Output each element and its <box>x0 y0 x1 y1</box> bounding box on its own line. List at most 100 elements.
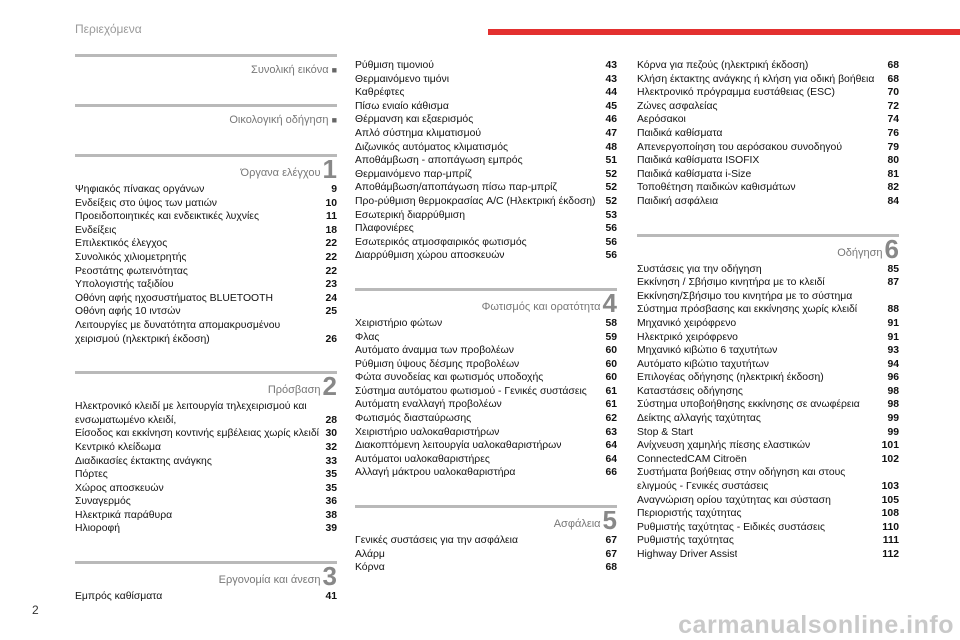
entry-page: 33 <box>325 455 337 467</box>
section-heading: Όργανα ελέγχου1 <box>75 154 337 182</box>
page-number: 2 <box>32 603 39 617</box>
toc-entry: Πόρτες 35 <box>75 468 337 482</box>
entry-line: Αλλαγή μάκτρου υαλοκαθαριστήρα 66 <box>355 466 617 480</box>
entry-text: Εκκίνηση/Σβήσιμο του κινητήρα με το σύστ… <box>637 290 853 302</box>
entry-line: Φωτισμός διασταύρωσης 62 <box>355 412 617 426</box>
toc-entry: Είσοδος και εκκίνηση κοντινής εμβέλειας … <box>75 427 337 441</box>
entry-line: Ηλεκτρικό χειρόφρενο 91 <box>637 331 899 345</box>
entry-page: 105 <box>881 494 899 506</box>
entry-line: Πλαφονιέρες 56 <box>355 222 617 236</box>
entry-line: ελιγμούς - Γενικές συστάσεις 103 <box>637 480 899 494</box>
entry-line: Θέρμανση και εξαερισμός 46 <box>355 113 617 127</box>
entry-line: Λειτουργίες με δυνατότητα απομακρυσμένου <box>75 319 337 333</box>
entry-page: 64 <box>605 440 617 452</box>
toc-entry: Ηλεκτρονικό κλειδί με λειτουργία τηλεχει… <box>75 400 337 427</box>
entry-text: Προ-ρύθμιση θερμοκρασίας A/C (Ηλεκτρική … <box>355 195 596 207</box>
entry-text: Χειριστήριο φώτων <box>355 317 443 329</box>
entry-line: Κόρνα 68 <box>355 561 617 575</box>
toc-entry: Επιλογέας οδήγησης (ηλεκτρική έκδοση) 96 <box>637 371 899 385</box>
entry-page: 24 <box>325 292 337 304</box>
entry-line: Αναγνώριση ορίου ταχύτητας και σύσταση 10… <box>637 494 899 508</box>
watermark: carmanualsonline.info <box>678 611 954 639</box>
entry-page: 88 <box>887 304 899 316</box>
entry-page: 74 <box>887 114 899 126</box>
entry-text: Περιοριστής ταχύτητας <box>637 508 742 520</box>
entry-page: 94 <box>887 358 899 370</box>
toc-entry: Αποθάμβωση - αποπάγωση εμπρός 51 <box>355 154 617 168</box>
entry-line: Ηλεκτρικά παράθυρα 38 <box>75 509 337 523</box>
toc-entry: Αυτόματο κιβώτιο ταχυτήτων 94 <box>637 358 899 372</box>
toc-entry: Πίσω ενιαίο κάθισμα 45 <box>355 100 617 114</box>
entry-line: Καταστάσεις οδήγησης 98 <box>637 385 899 399</box>
toc-entry: Κεντρικό κλείδωμα 32 <box>75 441 337 455</box>
section-heading: Οδήγηση6 <box>637 233 899 262</box>
section-heading: Συνολική εικόνα ■ <box>75 54 337 79</box>
toc-entry: Ενδείξεις 18 <box>75 224 337 238</box>
toc-entry: Επιλεκτικός έλεγχος 22 <box>75 237 337 251</box>
entry-line: Συστήματα βοήθειας στην οδήγηση και στου… <box>637 466 899 480</box>
entry-page: 48 <box>605 141 617 153</box>
entry-text: Καθρέφτες <box>355 87 405 99</box>
toc-entry: Παιδικά καθίσματα ISOFIX 80 <box>637 154 899 168</box>
entry-page: 32 <box>325 441 337 453</box>
entry-line: Ρύθμιση ύψους δέσμης προβολέων 60 <box>355 358 617 372</box>
entry-text: Διαδικασίες έκτακτης ανάγκης <box>75 455 212 467</box>
entry-line: Απλό σύστημα κλιματισμού 47 <box>355 127 617 141</box>
entry-text: Οθόνη αφής ηχοσυστήματος BLUETOOTH <box>75 292 273 304</box>
entry-line: Σύστημα υποβοήθησης εκκίνησης σε ανωφέρε… <box>637 398 899 412</box>
entry-page: 22 <box>325 251 337 263</box>
entry-line: Ρεοστάτης φωτεινότητας 22 <box>75 265 337 279</box>
entry-text: Ενδείξεις <box>75 224 117 236</box>
entry-page: 98 <box>887 385 899 397</box>
toc-entry: Φλας 59 <box>355 331 617 345</box>
entry-text: Πόρτες <box>75 469 108 481</box>
entry-text: Ανίχνευση χαμηλής πίεσης ελαστικών <box>637 440 811 452</box>
entry-text: Αυτόματο κιβώτιο ταχυτήτων <box>637 358 769 370</box>
entry-line: Οθόνη αφής ηχοσυστήματος BLUETOOTH 24 <box>75 292 337 306</box>
entry-text: Επιλογέας οδήγησης (ηλεκτρική έκδοση) <box>637 372 824 384</box>
entry-line: Ανίχνευση χαμηλής πίεσης ελαστικών 101 <box>637 439 899 453</box>
entry-page: 64 <box>605 453 617 465</box>
entry-page: 22 <box>325 238 337 250</box>
section-marker: ■ <box>331 65 337 75</box>
entry-page: 56 <box>605 223 617 235</box>
toc-entry: Θερμαινόμενο παρ-μπρίζ 52 <box>355 168 617 182</box>
entry-line: Διαρρύθμιση χώρου αποσκευών 56 <box>355 249 617 263</box>
toc-entry: Ενδείξεις στο ύψος των ματιών 10 <box>75 197 337 211</box>
section-heading: Οικολογική οδήγηση ■ <box>75 104 337 129</box>
entry-line: Εσωτερική διαρρύθμιση 53 <box>355 209 617 223</box>
entry-text: Αποθάμβωση/αποπάγωση πίσω παρ-μπρίζ <box>355 182 557 194</box>
entry-text: Φωτισμός διασταύρωσης <box>355 413 472 425</box>
entry-line: Οθόνη αφής 10 ιντσών 25 <box>75 305 337 319</box>
entry-text: Ηλεκτρικά παράθυρα <box>75 509 173 521</box>
entry-text: Εσωτερική διαρρύθμιση <box>355 209 465 221</box>
section-heading: Φωτισμός και ορατότητα4 <box>355 287 617 316</box>
toc-entry: Διζωνικός αυτόματος κλιματισμός 48 <box>355 141 617 155</box>
entry-page: 45 <box>605 100 617 112</box>
entry-text: Θερμαινόμενο τιμόνι <box>355 73 450 85</box>
toc-entry: Κόρνα για πεζούς (ηλεκτρική έκδοση) 68 <box>637 59 899 73</box>
entry-text: Σύστημα αυτόματου φωτισμού - Γενικές συσ… <box>355 385 587 397</box>
toc-entry: Ηλεκτρονικό πρόγραμμα ευστάθειας (ESC) 70 <box>637 86 899 100</box>
toc-entry: Αερόσακοι 74 <box>637 113 899 127</box>
entry-text: Κεντρικό κλείδωμα <box>75 441 162 453</box>
toc-entry: Ρύθμιση ύψους δέσμης προβολέων 60 <box>355 358 617 372</box>
entry-page: 41 <box>325 591 337 603</box>
entry-line: Χειριστήριο υαλοκαθαριστήρων 63 <box>355 426 617 440</box>
entry-text: Οθόνη αφής 10 ιντσών <box>75 306 181 318</box>
entry-text: Συνολικός χιλιομετρητής <box>75 251 187 263</box>
entry-page: 87 <box>887 277 899 289</box>
entry-line: Ρύθμιση τιμονιού 43 <box>355 59 617 73</box>
entry-line: Stop & Start 99 <box>637 426 899 440</box>
entry-line: Διακοπτόμενη λειτουργία υαλοκαθαριστήρων… <box>355 439 617 453</box>
entry-page: 30 <box>325 428 337 440</box>
entry-text: Δείκτης αλλαγής ταχύτητας <box>637 413 761 425</box>
entry-line: Ηλιοροφή 39 <box>75 522 337 536</box>
entry-text: Αυτόματο άναμμα των προβολέων <box>355 345 514 357</box>
entry-page: 52 <box>605 182 617 194</box>
section-title: Οδήγηση <box>837 246 883 259</box>
toc-entry: Μηχανικό χειρόφρενο 91 <box>637 317 899 331</box>
entry-text: Απλό σύστημα κλιματισμού <box>355 127 482 139</box>
entry-text: Συστήματα βοήθειας στην οδήγηση και στου… <box>637 467 846 479</box>
